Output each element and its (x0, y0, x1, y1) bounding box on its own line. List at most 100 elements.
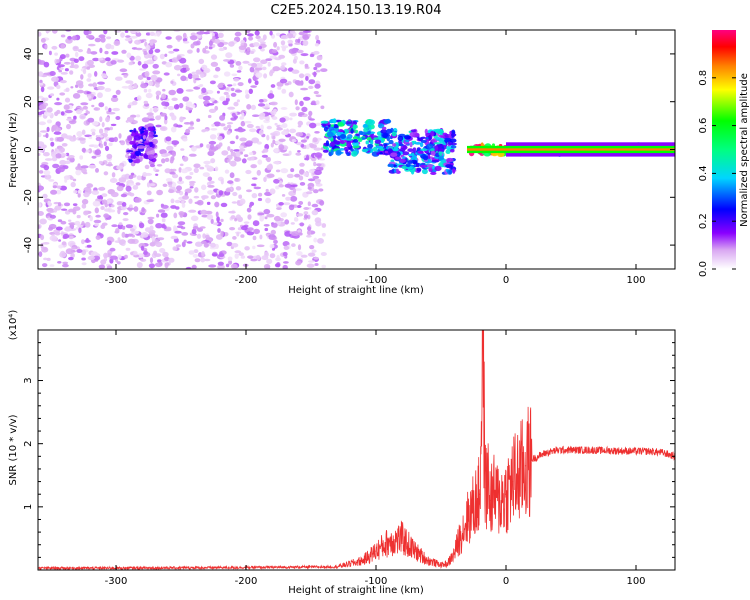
spectrogram-cell (299, 60, 305, 65)
spectrogram-cell (397, 135, 404, 141)
spectrogram-cell (220, 230, 224, 237)
spectrogram-cell (445, 164, 453, 169)
spectrogram-cell (90, 251, 98, 257)
spectrogram-cell (142, 135, 146, 140)
spectrogram-cell (190, 35, 198, 41)
snr-point (440, 564, 442, 566)
spectrogram-cell (170, 186, 176, 190)
spectrogram-cell (248, 78, 252, 84)
snr-point (401, 537, 403, 540)
spectrogram-cell (245, 30, 251, 34)
spectrogram-cell (450, 133, 457, 137)
spectrogram-cell (220, 178, 224, 185)
spectrogram-cell (160, 126, 166, 130)
spectrogram-cell (250, 258, 258, 262)
spectrogram-cell (94, 71, 98, 77)
spectrogram-cell (303, 214, 308, 219)
spectrogram-cell (247, 255, 254, 259)
spectrogram-cell (168, 189, 175, 194)
spectrogram-cell (234, 218, 238, 222)
spectrogram-cell (218, 253, 225, 258)
x-tick-label: 100 (626, 576, 645, 587)
spectrogram-cell (137, 61, 142, 66)
spectrogram-cell (294, 173, 301, 178)
spectrogram-cell (56, 84, 61, 90)
spectrogram-cell (97, 85, 105, 91)
spectrogram-cell (313, 237, 318, 243)
spectrogram-cell (44, 44, 48, 49)
spectrogram-cell (38, 153, 41, 156)
spectrogram-cell (153, 167, 157, 172)
spectrogram-cell (148, 80, 154, 86)
spectrogram-cell (43, 257, 48, 261)
spectrogram-cell (153, 107, 158, 113)
spectrogram-cell (67, 35, 72, 40)
spectrogram-cell (78, 227, 82, 234)
spectrogram-cell (149, 163, 156, 168)
spectrogram-cell (352, 124, 357, 131)
spectrogram-cell (104, 130, 108, 134)
spectrogram-cell (247, 33, 254, 37)
spectrogram-cell (209, 134, 217, 140)
spectrogram-cell (104, 202, 109, 208)
spectrogram-cell (300, 87, 309, 91)
spectrogram-cell (303, 207, 310, 210)
spectrogram-cell (230, 148, 234, 153)
spectrogram-cell (57, 261, 62, 264)
spectrogram-cell (104, 50, 109, 55)
spectrogram-cell (234, 253, 239, 259)
spectrogram-cell (193, 167, 199, 173)
spectrogram-cell (173, 212, 178, 219)
spectrogram-cell (181, 200, 185, 204)
spectrogram-cell (85, 237, 89, 243)
spectrogram-cell (276, 46, 280, 51)
spectrogram-cell (153, 250, 158, 256)
snr-point (349, 563, 351, 565)
spectrogram-cell (225, 263, 230, 268)
spectrogram-cell (68, 208, 75, 213)
spectrogram-cell (273, 215, 281, 222)
spectrogram-cell (54, 231, 61, 236)
spectrogram-cell (116, 165, 124, 170)
spectrogram-cell (246, 123, 254, 129)
spectrogram-cell (124, 30, 129, 33)
spectrogram-cell (185, 175, 193, 180)
spectrogram-cell (258, 99, 264, 103)
spectrogram-cell (207, 190, 215, 195)
spectrogram-band (467, 142, 675, 157)
spectrogram-cell (203, 160, 211, 165)
spectrogram-cell (83, 210, 89, 216)
spectrogram-cell (162, 251, 169, 258)
spectrogram-cell (438, 155, 444, 161)
spectrogram-cell (351, 150, 358, 157)
spectrogram-cell (428, 166, 433, 172)
snr-point (414, 550, 416, 552)
spectrogram-cell (271, 247, 276, 251)
spectrogram-cell (255, 254, 261, 261)
spectrogram-cell (289, 117, 293, 121)
spectrogram-cell (178, 102, 184, 109)
spectrogram-cell (298, 112, 305, 116)
spectrogram-cell (238, 194, 243, 199)
spectrogram-cell (44, 158, 53, 161)
spectrogram-cell (81, 129, 86, 135)
spectrogram-cell (153, 55, 158, 61)
snr-point (531, 458, 533, 461)
spectrogram-cell (79, 155, 84, 160)
snr-plot-area (38, 330, 675, 570)
spectrogram-cell (191, 71, 196, 75)
chart-title: C2E5.2024.150.13.19.R04 (270, 3, 441, 18)
spectrogram-cell (230, 151, 237, 157)
spectrogram-cell (329, 141, 335, 147)
spectrogram-cell (288, 150, 292, 156)
spectrogram-cell (62, 263, 69, 268)
spectrogram-cell (92, 200, 101, 207)
spectrogram-cell (251, 62, 257, 68)
spectrogram-cell (337, 121, 344, 127)
spectrogram-cell (171, 115, 177, 121)
spectrogram-cell (108, 142, 113, 147)
spectrogram-cell (278, 184, 285, 188)
spectrogram-cell (200, 240, 207, 245)
spectrogram-cell (269, 253, 276, 259)
